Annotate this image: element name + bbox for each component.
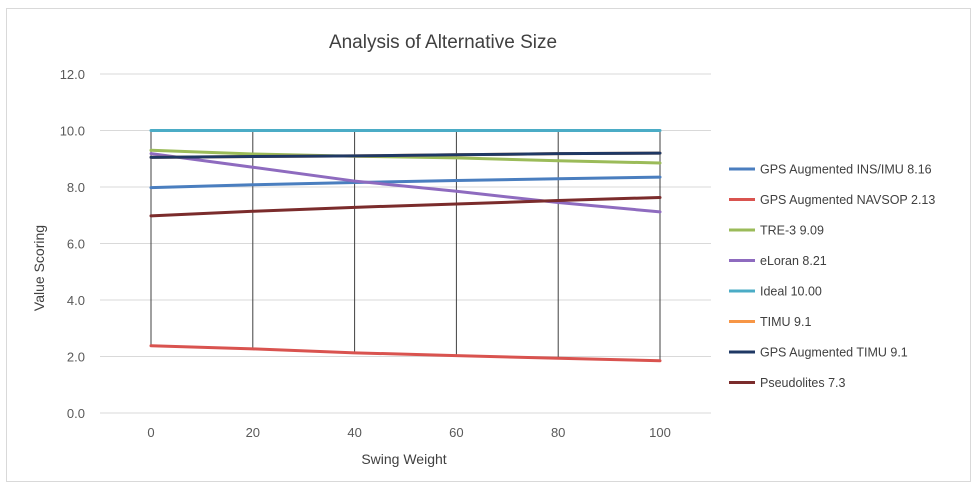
- legend-label: Pseudolites 7.3: [760, 376, 846, 390]
- series-line-3: [149, 148, 662, 165]
- series-line-4: [149, 152, 662, 214]
- series-line-7: [149, 151, 662, 159]
- x-axis-label: Swing Weight: [361, 451, 446, 467]
- legend-label: Ideal 10.00: [760, 285, 822, 299]
- legend-label: GPS Augmented NAVSOP 2.13: [760, 193, 935, 207]
- y-tick-label: 8.0: [67, 180, 85, 195]
- y-tick-label: 4.0: [67, 293, 85, 308]
- x-tick-label: 20: [246, 425, 260, 440]
- legend-label: TRE-3 9.09: [760, 224, 824, 238]
- x-tick-label: 80: [551, 425, 565, 440]
- x-axis-ticks: 0 20 40 60 80 100: [147, 425, 670, 440]
- series-line-1: [149, 175, 662, 190]
- y-tick-label: 12.0: [60, 67, 85, 82]
- series-line-2: [149, 344, 662, 363]
- legend-label: eLoran 8.21: [760, 254, 827, 268]
- y-axis-label: Value Scoring: [31, 225, 47, 311]
- x-tick-label: 40: [347, 425, 361, 440]
- line-chart: Analysis of Alternative Size 0.0 2.0 4.0 6.…: [31, 32, 935, 467]
- x-tick-label: 0: [147, 425, 154, 440]
- y-tick-label: 6.0: [67, 237, 85, 252]
- legend: GPS Augmented INS/IMU 8.16 GPS Augmented …: [729, 163, 935, 390]
- gridlines: [100, 73, 711, 414]
- y-tick-label: 10.0: [60, 124, 85, 139]
- chart-container: Analysis of Alternative Size 0.0 2.0 4.0 6.…: [6, 8, 971, 482]
- legend-label: GPS Augmented TIMU 9.1: [760, 346, 908, 360]
- legend-label: GPS Augmented INS/IMU 8.16: [760, 163, 932, 177]
- y-axis-ticks: 0.0 2.0 4.0 6.0 8.0 10.0 12.0: [60, 67, 85, 421]
- chart-title: Analysis of Alternative Size: [329, 32, 557, 53]
- y-tick-label: 2.0: [67, 350, 85, 365]
- series-line-8: [149, 195, 662, 218]
- legend-label: TIMU 9.1: [760, 315, 811, 329]
- x-tick-label: 60: [449, 425, 463, 440]
- series-lines: [149, 129, 662, 363]
- x-tick-label: 100: [649, 425, 671, 440]
- y-tick-label: 0.0: [67, 406, 85, 421]
